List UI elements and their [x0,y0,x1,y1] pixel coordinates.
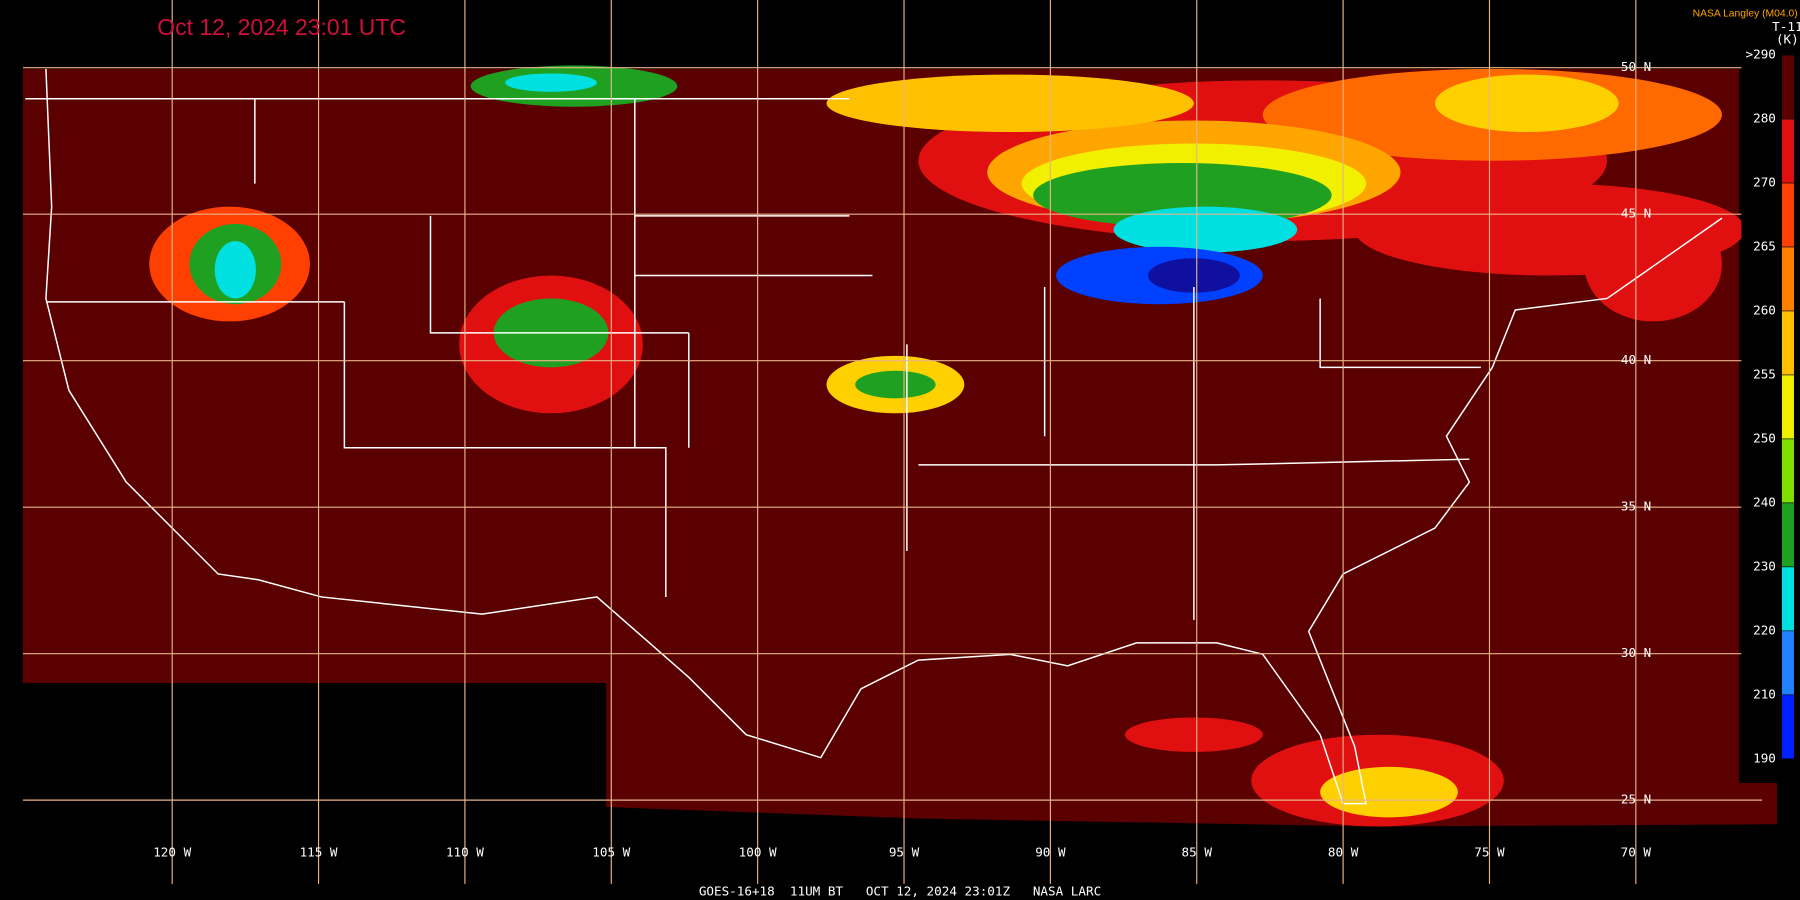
longitude-label: 85 W [1182,844,1213,859]
cloud [826,74,1194,133]
colorbar-unit: (K) [1776,32,1799,47]
longitude-label: 115 W [300,844,338,859]
boundaries [25,68,1723,805]
colorbar-swatch [1781,694,1795,760]
colorbar: >290 280 270 265 260 255 250 240 230 220 210 190 [1741,45,1800,783]
longitude-label: 100 W [739,844,777,859]
colorbar-swatch [1781,310,1795,376]
colorbar-swatch [1781,502,1795,568]
data-region [22,68,1778,827]
colorbar-label: 210 [1753,686,1776,701]
latitude-label: 35 N [1621,499,1651,514]
graticule-labels: 50 N 45 N 40 N 35 N 30 N 25 N 120 W 115 W 110 W 1… [153,59,1651,859]
colorbar-swatch [1781,246,1795,312]
colorbar-label: 250 [1753,430,1776,445]
cloud [505,73,597,92]
longitude-label: 70 W [1621,844,1652,859]
coastline [45,68,1723,805]
cloud-field [149,65,1745,827]
colorbar-label: 260 [1753,302,1776,317]
longitude-label: 95 W [889,844,920,859]
colorbar-label: 240 [1753,494,1776,509]
latitude-label: 40 N [1621,352,1651,367]
colorbar-title: T-11 [1772,19,1800,34]
longitude-label: 90 W [1035,844,1066,859]
colorbar-swatch [1781,438,1795,504]
colorbar-label: 255 [1753,366,1776,381]
state-lines [25,97,1481,620]
timestamp-title: Oct 12, 2024 23:01 UTC [157,14,406,40]
latitude-label: 45 N [1621,206,1651,221]
latitude-label: 30 N [1621,645,1651,660]
longitude-label: 110 W [446,844,484,859]
colorbar-label: 220 [1753,622,1776,637]
colorbar-swatch [1781,374,1795,440]
latitude-label: 25 N [1621,792,1651,807]
latitude-label: 50 N [1621,59,1651,74]
colorbar-label: 190 [1753,750,1776,765]
colorbar-swatch [1781,118,1795,184]
cloud [1584,206,1722,322]
longitude-label: 120 W [153,844,191,859]
cloud [214,241,256,299]
longitude-label: 80 W [1328,844,1359,859]
colorbar-label: 265 [1753,239,1776,254]
colorbar-label: >290 [1746,47,1776,62]
cloud [1320,766,1458,818]
cloud [1113,206,1298,253]
colorbar-swatch [1781,182,1795,248]
graticule [22,0,1763,884]
cloud [1125,717,1263,752]
cloud [1434,74,1619,133]
colorbar-label: 280 [1753,111,1776,126]
longitude-label: 75 W [1474,844,1505,859]
cloud [855,370,936,399]
colorbar-label: 270 [1753,175,1776,190]
cloud [1147,258,1240,293]
longitude-label: 105 W [592,844,630,859]
colorbar-swatch [1781,566,1795,632]
credit: NASA Langley (M04.0) [1693,9,1798,20]
colorbar-label: 230 [1753,558,1776,573]
colorbar-swatch [1781,54,1795,120]
footer: GOES-16+18 11UM BT OCT 12, 2024 23:01Z N… [699,883,1101,898]
colorbar-swatch [1781,630,1795,696]
